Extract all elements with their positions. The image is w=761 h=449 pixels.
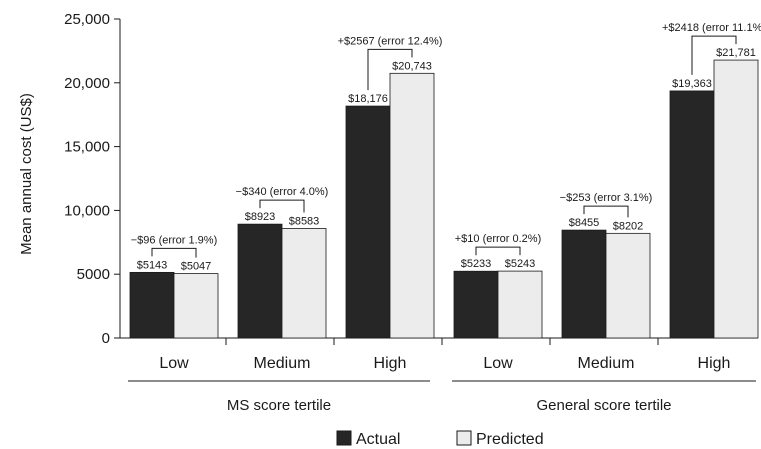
bar-actual <box>237 223 283 339</box>
difference-label: −$96 (error 1.9%) <box>131 234 218 246</box>
y-tick-label: 15,000 <box>64 139 110 156</box>
y-tick-label: 5000 <box>77 266 110 283</box>
category-label: Low <box>483 355 513 372</box>
bar-predicted <box>389 72 435 339</box>
bar-value-label: $8923 <box>245 211 276 223</box>
bar-predicted <box>605 232 651 339</box>
y-tick-label: 0 <box>102 330 110 347</box>
bar-actual <box>129 271 175 339</box>
bar-value-label: $8583 <box>289 215 320 227</box>
bar-value-label: $21,781 <box>716 47 756 59</box>
bar-predicted <box>173 273 219 339</box>
bar-value-label: $20,743 <box>392 60 432 72</box>
y-tick-label: 10,000 <box>64 202 110 219</box>
difference-label: +$2418 (error 11.1%) <box>662 22 761 34</box>
bar-value-label: $19,363 <box>672 78 712 90</box>
category-label: Low <box>159 355 189 372</box>
difference-bracket <box>259 199 305 213</box>
y-tick-label: 25,000 <box>64 11 110 28</box>
difference-bracket <box>691 35 737 75</box>
category-label: High <box>698 355 731 372</box>
category-label: High <box>374 355 407 372</box>
difference-label: +$2567 (error 12.4%) <box>338 35 443 47</box>
legend-swatch-predicted <box>456 430 472 446</box>
bar-predicted <box>713 59 759 339</box>
legend-swatch-actual <box>336 430 352 446</box>
plot-area: 0 5000 10,000 15,000 20,000 25,000 $5143 $5047 −… <box>64 11 761 448</box>
bar-predicted <box>281 228 327 339</box>
difference-bracket <box>151 247 197 258</box>
bar-actual <box>669 90 715 339</box>
bar-actual <box>345 105 391 339</box>
difference-label: −$253 (error 3.1%) <box>560 192 653 204</box>
bar-value-label: $5243 <box>505 258 536 270</box>
bar-value-label: $5047 <box>181 261 212 273</box>
bar-value-label: $18,176 <box>348 93 388 105</box>
bar-value-label: $5233 <box>461 258 492 270</box>
category-label: Medium <box>578 355 635 372</box>
y-tick-label: 20,000 <box>64 75 110 92</box>
bar-actual <box>561 229 607 339</box>
difference-bracket <box>583 205 629 218</box>
difference-label: −$340 (error 4.0%) <box>236 186 329 198</box>
bar-value-label: $8455 <box>569 217 600 229</box>
y-axis-title: Mean annual cost (US$) <box>18 93 35 255</box>
bar-actual <box>453 270 499 339</box>
group-label: General score tertile <box>536 397 671 414</box>
difference-label: +$10 (error 0.2%) <box>455 233 542 245</box>
group-label: MS score tertile <box>227 397 331 414</box>
difference-bracket <box>367 48 413 91</box>
legend-label-actual: Actual <box>356 431 400 448</box>
category-label: Medium <box>254 355 311 372</box>
legend-label-predicted: Predicted <box>476 431 544 448</box>
bar-value-label: $5143 <box>137 259 168 271</box>
bar-predicted <box>497 270 543 339</box>
difference-bracket <box>475 246 521 256</box>
bar-value-label: $8202 <box>613 220 644 232</box>
